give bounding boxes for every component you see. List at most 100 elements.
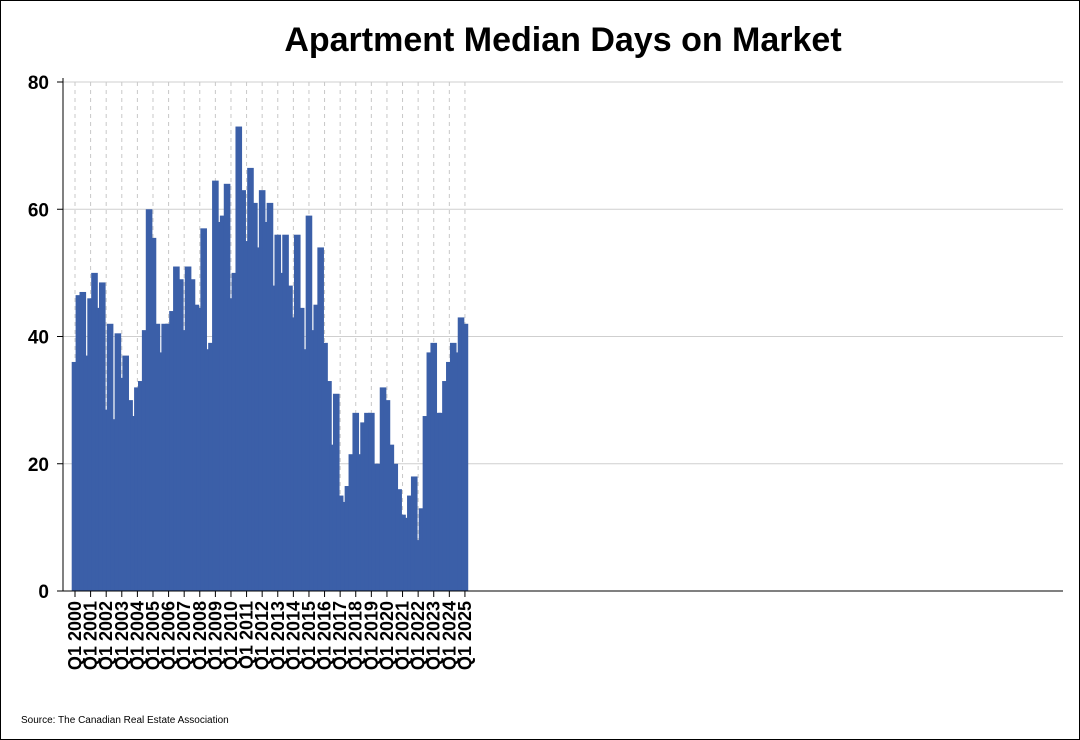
bar xyxy=(114,333,122,591)
bar xyxy=(212,180,219,591)
bar xyxy=(180,330,188,591)
bar xyxy=(173,266,180,591)
bar xyxy=(188,279,196,591)
bar xyxy=(122,355,129,591)
bar xyxy=(360,422,367,591)
bar xyxy=(325,381,332,591)
y-tick-label: 60 xyxy=(28,200,49,221)
bar xyxy=(200,228,207,591)
bar xyxy=(399,514,406,591)
bar xyxy=(126,400,133,591)
bar xyxy=(235,126,243,591)
bar xyxy=(410,476,418,591)
bar xyxy=(258,190,266,591)
x-tick-label: Q1 2006 xyxy=(159,601,179,670)
bar xyxy=(204,349,211,591)
bar xyxy=(219,215,227,592)
bar xyxy=(461,323,469,591)
bar xyxy=(348,454,356,591)
bar xyxy=(422,416,430,591)
bar xyxy=(169,311,176,591)
bar xyxy=(118,377,126,591)
bar xyxy=(329,444,336,591)
bar xyxy=(336,495,344,591)
x-tick-label: Q1 2019 xyxy=(361,601,381,670)
bar xyxy=(301,349,309,591)
bar xyxy=(352,412,360,591)
x-tick-label: Q1 2001 xyxy=(81,601,101,670)
bar xyxy=(313,304,321,591)
bar xyxy=(251,202,258,591)
bar xyxy=(137,381,145,591)
bar xyxy=(231,272,239,591)
bar xyxy=(430,342,438,591)
x-tick-label: Q1 2007 xyxy=(174,601,194,670)
bar xyxy=(165,323,172,591)
bar xyxy=(95,307,102,591)
bar xyxy=(247,167,254,592)
bar xyxy=(414,540,422,591)
x-tick-label: Q1 2015 xyxy=(299,601,319,670)
bar xyxy=(305,215,313,592)
x-tick-label: Q1 2008 xyxy=(190,601,210,670)
bar xyxy=(418,508,426,591)
x-tick-label: Q1 2012 xyxy=(252,601,272,670)
x-tick-label: Q1 2018 xyxy=(346,601,366,670)
bar xyxy=(223,183,231,592)
x-tick-label: Q1 2004 xyxy=(127,601,147,670)
y-tick-label: 40 xyxy=(28,328,49,349)
bar xyxy=(286,285,293,591)
bar xyxy=(278,272,285,591)
bar xyxy=(403,517,410,591)
bar xyxy=(71,361,79,591)
x-tick-label: Q1 2016 xyxy=(315,601,335,670)
bar xyxy=(98,282,106,591)
bar xyxy=(83,355,90,591)
bar xyxy=(208,342,215,591)
x-tick-label: Q1 2020 xyxy=(377,601,397,670)
x-tick-label: Q1 2024 xyxy=(439,601,459,670)
bar xyxy=(438,412,445,591)
x-tick-label: Q1 2021 xyxy=(393,601,413,670)
bar xyxy=(79,291,87,591)
bar xyxy=(309,330,317,591)
bar xyxy=(356,454,363,591)
bar xyxy=(395,489,402,591)
chart-title: Apartment Median Days on Market xyxy=(284,21,841,59)
bar xyxy=(391,463,399,591)
bar xyxy=(383,400,391,591)
bar xyxy=(321,342,328,591)
bar xyxy=(379,387,387,591)
bar xyxy=(442,381,449,591)
bar xyxy=(387,444,395,591)
bar xyxy=(239,190,246,591)
bar xyxy=(332,393,340,591)
y-tick-label: 20 xyxy=(28,455,49,476)
bar xyxy=(110,419,118,591)
x-tick-label: Q1 2005 xyxy=(143,601,163,670)
x-tick-label: Q1 2013 xyxy=(268,601,288,670)
x-tick-label: Q1 2000 xyxy=(65,601,85,670)
bar xyxy=(293,234,301,591)
bar xyxy=(364,412,371,591)
bar xyxy=(227,298,235,591)
source-note: Source: The Canadian Real Estate Associa… xyxy=(21,715,229,726)
bar xyxy=(270,285,278,591)
x-tick-label: Q1 2002 xyxy=(96,601,116,670)
bar xyxy=(282,234,289,591)
x-tick-label: Q1 2017 xyxy=(330,601,350,670)
bar-layer xyxy=(71,126,469,592)
bar xyxy=(426,352,434,591)
bar xyxy=(145,209,153,591)
x-tick-label: Q1 2025 xyxy=(455,601,475,670)
bar xyxy=(87,298,94,591)
bar xyxy=(375,463,383,591)
bar xyxy=(446,361,453,591)
x-tick-label: Q1 2003 xyxy=(112,601,132,670)
bar xyxy=(254,247,262,592)
bar xyxy=(106,323,114,591)
bar xyxy=(453,352,461,591)
